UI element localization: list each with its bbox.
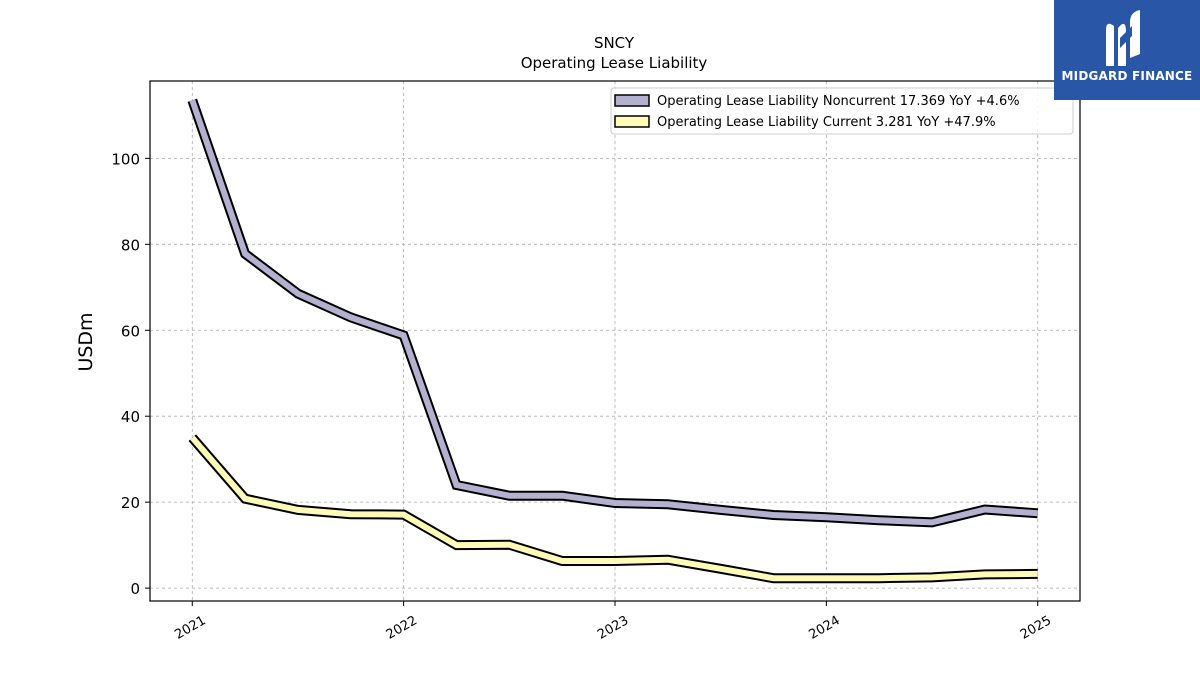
logo-text: MIDGARD FINANCE (1061, 69, 1193, 83)
series-layer (187, 98, 1039, 584)
y-tick-label: 60 (121, 322, 140, 340)
y-ticks: 0 20 40 60 80 100 (111, 150, 150, 598)
series-line (190, 435, 1038, 582)
legend: Operating Lease Liability Noncurrent 17.… (610, 87, 1074, 135)
midgard-finance-logo: MIDGARD FINANCE (1054, 0, 1200, 100)
chart-title: SNCY (594, 34, 635, 52)
x-tick-label: 2023 (595, 613, 631, 643)
y-tick-label: 40 (121, 408, 140, 426)
y-axis-label: USDm (75, 312, 97, 371)
chart-subtitle: Operating Lease Liability (521, 54, 708, 72)
y-tick-label: 20 (121, 494, 140, 512)
legend-swatch (614, 115, 650, 128)
x-ticks: 2021 2022 2023 2024 2025 (172, 601, 1054, 643)
x-tick-label: 2025 (1018, 613, 1054, 643)
y-tick-label: 100 (111, 150, 140, 168)
legend-box (610, 87, 1074, 135)
x-tick-label: 2021 (172, 613, 208, 643)
y-tick-label: 0 (130, 580, 140, 598)
series-line (189, 99, 1038, 526)
x-tick-label: 2022 (384, 613, 420, 643)
midgard-m-logo-icon (1106, 10, 1140, 66)
legend-label: Operating Lease Liability Current 3.281 … (657, 115, 996, 130)
y-tick-label: 80 (121, 236, 140, 254)
legend-label: Operating Lease Liability Noncurrent 17.… (657, 94, 1020, 109)
legend-swatch (614, 94, 650, 107)
x-tick-label: 2024 (807, 613, 843, 643)
